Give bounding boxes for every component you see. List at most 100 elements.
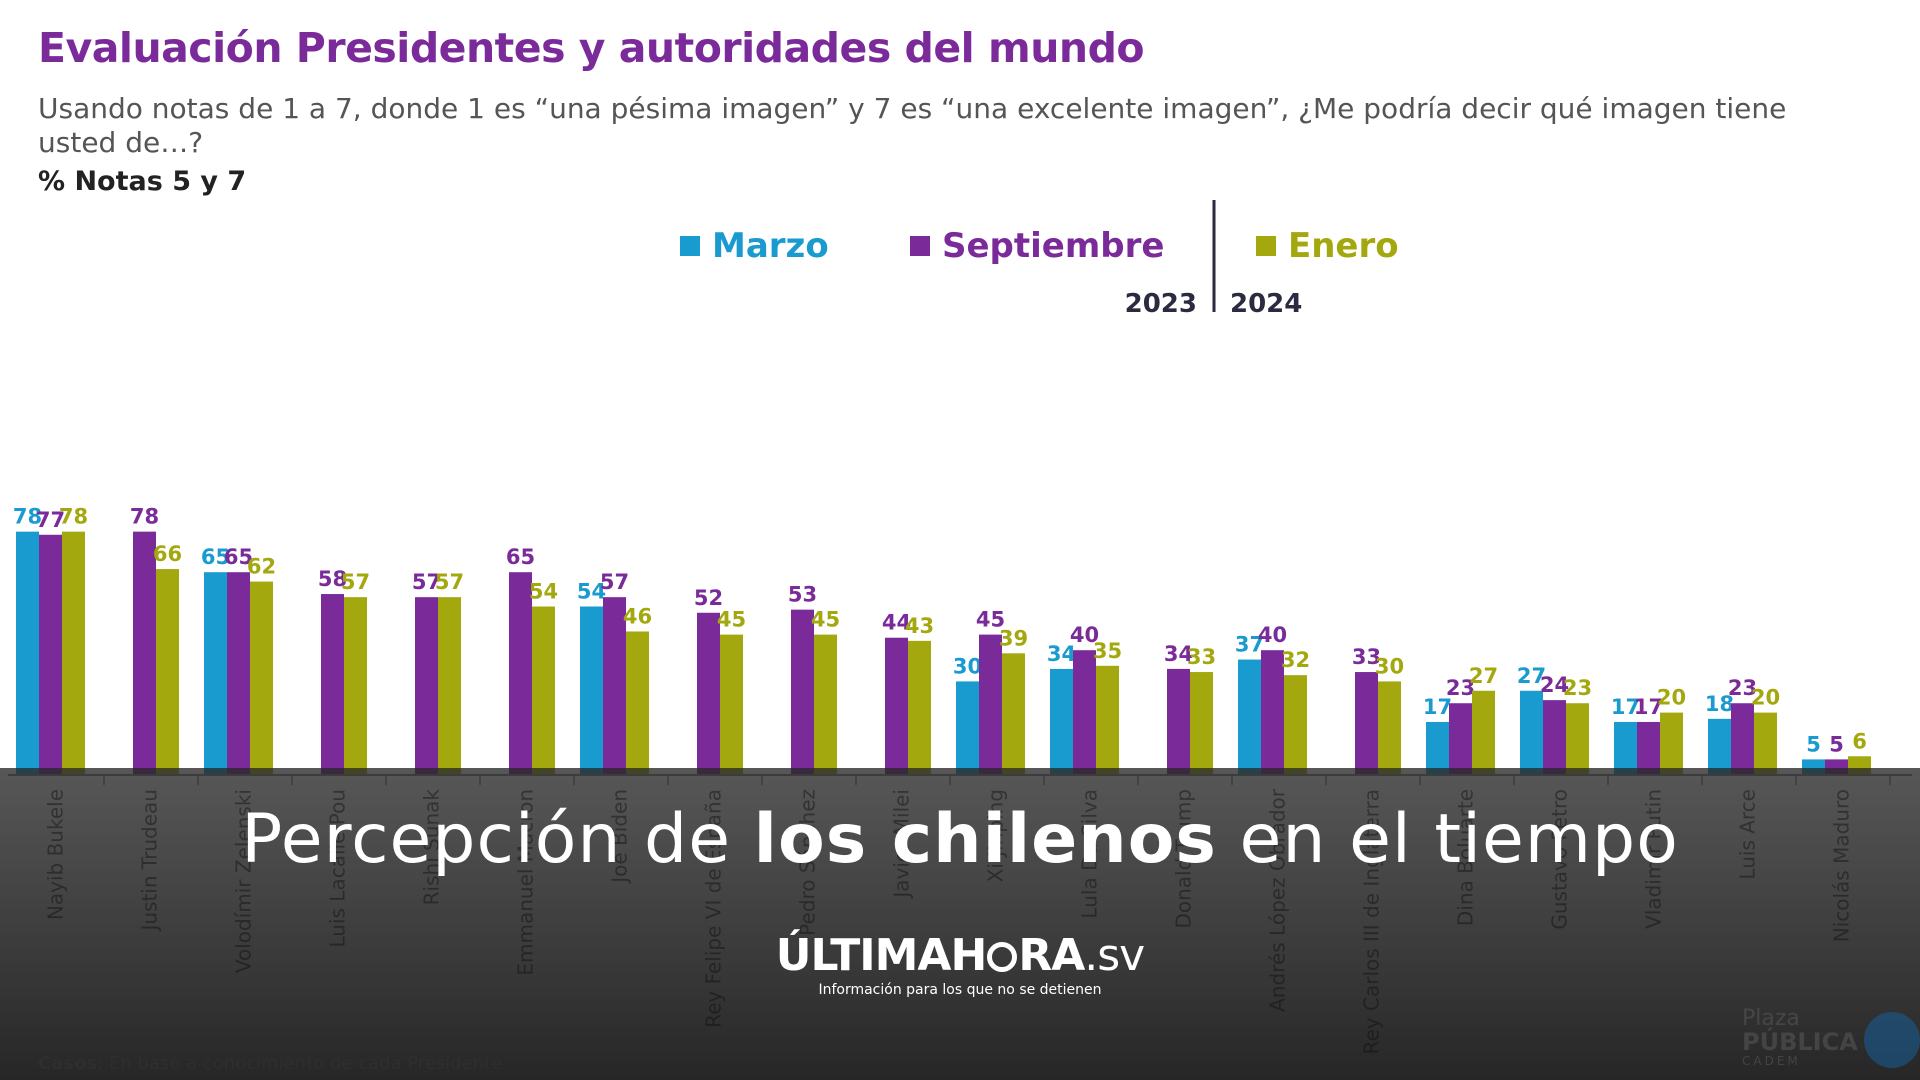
data-label-septiembre-vladimir-putin: 17: [1634, 695, 1663, 719]
data-label-enero-emmanuel-macron: 54: [529, 580, 558, 604]
bar-septiembre-javier-milei: [885, 637, 908, 775]
data-label-septiembre-pedro-sanchez: 53: [788, 583, 817, 607]
data-label-enero-lula-da-silva: 35: [1093, 639, 1122, 663]
data-label-enero-pedro-sanchez: 45: [811, 608, 840, 632]
bar-marzo-volodimir-zelenski: [204, 572, 227, 775]
bar-septiembre-xi-jinping: [979, 634, 1002, 775]
data-label-septiembre-dina-boluarte: 23: [1446, 676, 1475, 700]
bar-septiembre-andres-lopez-obrador: [1261, 650, 1284, 775]
data-label-enero-justin-trudeau: 66: [153, 542, 182, 566]
data-label-enero-luis-lacalle-pou: 57: [341, 570, 370, 594]
bar-marzo-lula-da-silva: [1050, 668, 1073, 775]
bar-enero-rey-felipe-vi-de-espana: [720, 634, 743, 775]
data-label-marzo-vladimir-putin: 17: [1611, 695, 1640, 719]
headline-prefix: Percepción de: [241, 800, 754, 879]
bar-enero-rishi-sunak: [438, 597, 461, 775]
legend-year-2024: 2024: [1230, 289, 1302, 319]
data-label-enero-gustavo-petro: 23: [1563, 676, 1592, 700]
data-label-septiembre-rishi-sunak: 57: [412, 570, 441, 594]
data-label-enero-nicolas-maduro: 6: [1852, 729, 1867, 753]
bar-marzo-luis-arce: [1708, 718, 1731, 775]
data-label-enero-javier-milei: 43: [905, 614, 934, 638]
data-label-marzo-joe-biden: 54: [577, 580, 606, 604]
data-label-enero-luis-arce: 20: [1751, 686, 1780, 710]
bar-enero-nayib-bukele: [62, 531, 85, 775]
data-label-septiembre-justin-trudeau: 78: [130, 505, 159, 529]
data-label-septiembre-andres-lopez-obrador: 40: [1258, 623, 1287, 647]
data-label-septiembre-lula-da-silva: 40: [1070, 623, 1099, 647]
bar-septiembre-gustavo-petro: [1543, 700, 1566, 775]
source-logo-circle-icon: [1864, 1012, 1920, 1068]
bar-enero-xi-jinping: [1002, 653, 1025, 775]
data-label-enero-rishi-sunak: 57: [435, 570, 464, 594]
data-label-marzo-lula-da-silva: 34: [1047, 642, 1076, 666]
bar-septiembre-dina-boluarte: [1449, 703, 1472, 775]
bar-marzo-gustavo-petro: [1520, 690, 1543, 775]
source-logo-line2: PÚBLICA: [1742, 1028, 1858, 1056]
data-label-septiembre-nayib-bukele: 77: [36, 508, 65, 532]
data-label-enero-joe-biden: 46: [623, 604, 652, 628]
bar-septiembre-rishi-sunak: [415, 597, 438, 775]
data-label-enero-xi-jinping: 39: [999, 626, 1028, 650]
legend-swatch-septiembre: [910, 236, 930, 256]
data-label-enero-volodimir-zelenski: 62: [247, 555, 276, 579]
data-label-marzo-nicolas-maduro: 5: [1806, 732, 1821, 756]
bar-enero-lula-da-silva: [1096, 665, 1119, 775]
data-label-enero-vladimir-putin: 20: [1657, 686, 1686, 710]
data-label-septiembre-rey-carlos-iii-de-inglaterra: 33: [1352, 645, 1381, 669]
brand-logo[interactable]: ÚLTIMAH RA.sv: [0, 930, 1920, 981]
bar-marzo-xi-jinping: [956, 681, 979, 775]
brand-name-part2: RA: [1018, 930, 1085, 981]
data-label-septiembre-luis-arce: 23: [1728, 676, 1757, 700]
data-label-marzo-andres-lopez-obrador: 37: [1235, 633, 1264, 657]
data-label-enero-nayib-bukele: 78: [59, 505, 88, 529]
legend-swatch-marzo: [680, 236, 700, 256]
chart-title: Evaluación Presidentes y autoridades del…: [38, 24, 1145, 72]
bar-enero-luis-lacalle-pou: [344, 597, 367, 775]
data-label-enero-donald-trump: 33: [1187, 645, 1216, 669]
brand-o-mark-icon: [987, 942, 1018, 972]
bar-septiembre-volodimir-zelenski: [227, 572, 250, 775]
survey-question: Usando notas de 1 a 7, donde 1 es “una p…: [38, 92, 1787, 159]
data-label-septiembre-luis-lacalle-pou: 58: [318, 567, 347, 591]
data-label-marzo-dina-boluarte: 17: [1423, 695, 1452, 719]
bar-septiembre-emmanuel-macron: [509, 572, 532, 775]
data-label-septiembre-rey-felipe-vi-de-espana: 52: [694, 586, 723, 610]
legend-label-enero: Enero: [1288, 226, 1399, 266]
bar-marzo-dina-boluarte: [1426, 721, 1449, 775]
data-label-septiembre-volodimir-zelenski: 65: [224, 545, 253, 569]
data-label-enero-andres-lopez-obrador: 32: [1281, 648, 1310, 672]
unit-label: % Notas 5 y 7: [38, 166, 247, 197]
bar-septiembre-luis-lacalle-pou: [321, 594, 344, 775]
bar-enero-joe-biden: [626, 631, 649, 775]
source-logo-line3: CADEM: [1742, 1054, 1801, 1068]
data-label-septiembre-xi-jinping: 45: [976, 608, 1005, 632]
data-label-marzo-volodimir-zelenski: 65: [201, 545, 230, 569]
caption-overlay: [0, 768, 1920, 1080]
data-label-septiembre-donald-trump: 34: [1164, 642, 1193, 666]
legend-label-septiembre: Septiembre: [942, 226, 1164, 266]
bar-septiembre-vladimir-putin: [1637, 721, 1660, 775]
bar-enero-dina-boluarte: [1472, 690, 1495, 775]
bar-enero-javier-milei: [908, 640, 931, 775]
bar-septiembre-joe-biden: [603, 597, 626, 775]
bar-septiembre-lula-da-silva: [1073, 650, 1096, 775]
bar-septiembre-nayib-bukele: [39, 534, 62, 775]
data-label-septiembre-gustavo-petro: 24: [1540, 673, 1569, 697]
headline-emphasis: los chilenos: [753, 800, 1217, 879]
data-label-septiembre-emmanuel-macron: 65: [506, 545, 535, 569]
bar-enero-rey-carlos-iii-de-inglaterra: [1378, 681, 1401, 775]
bar-enero-justin-trudeau: [156, 569, 179, 775]
data-label-enero-rey-felipe-vi-de-espana: 45: [717, 608, 746, 632]
data-label-enero-dina-boluarte: 27: [1469, 664, 1498, 688]
data-label-septiembre-javier-milei: 44: [882, 611, 911, 635]
footnote: Casos: En base a conocimiento de cada Pr…: [38, 1053, 502, 1074]
footnote-text: : En base a conocimiento de cada Preside…: [97, 1053, 503, 1074]
brand-domain-suffix: .sv: [1084, 930, 1145, 981]
brand-tagline: Información para los que no se detienen: [818, 982, 1102, 998]
brand-name-part1: ÚLTIMAH: [775, 930, 988, 981]
legend-swatch-enero: [1256, 236, 1276, 256]
data-label-marzo-xi-jinping: 30: [953, 654, 982, 678]
bar-enero-luis-arce: [1754, 712, 1777, 775]
